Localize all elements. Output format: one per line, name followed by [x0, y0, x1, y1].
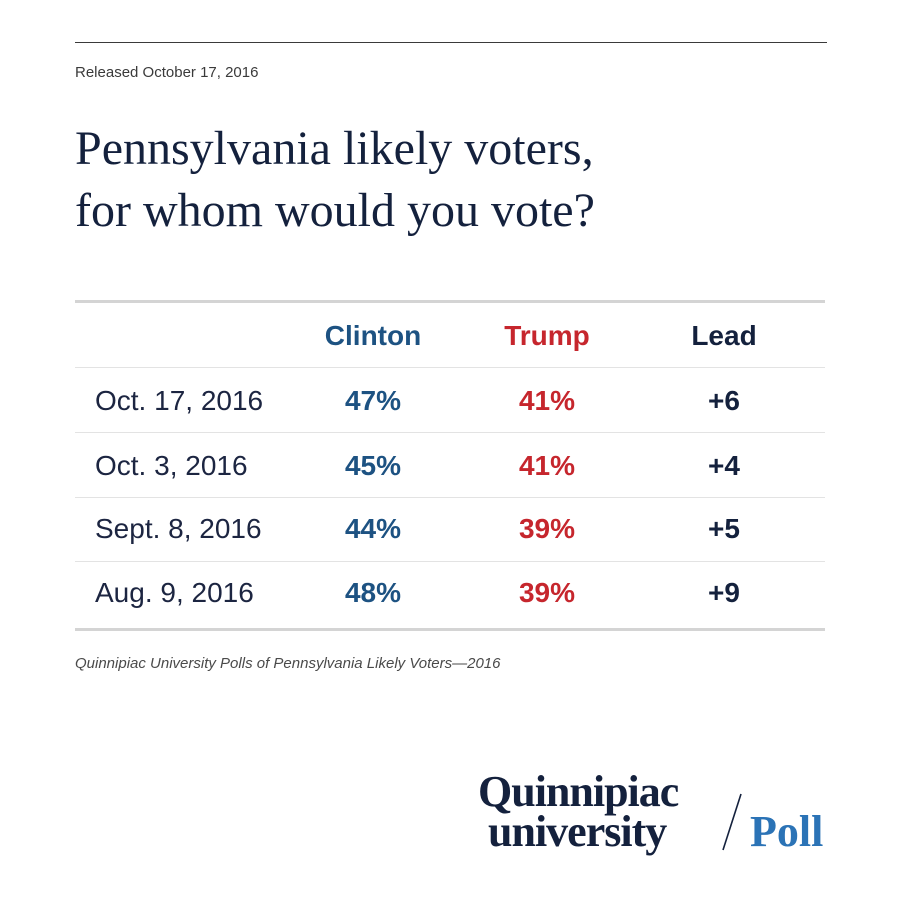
lead-value: +6 — [708, 385, 740, 416]
clinton-value: 45% — [344, 450, 402, 481]
poll-date: Oct. 3, 2016 — [95, 450, 248, 481]
row-separator — [75, 497, 825, 498]
clinton-value: 44% — [344, 513, 402, 544]
lead-value: +9 — [708, 577, 740, 608]
column-header-lead: Lead — [691, 320, 757, 351]
poll-date: Oct. 17, 2016 — [95, 385, 264, 416]
title-line-1: Pennsylvania likely voters, — [75, 122, 594, 175]
title-line-2: for whom would you vote? — [75, 184, 595, 237]
column-header-trump: Trump — [504, 320, 590, 351]
clinton-value: 47% — [344, 385, 402, 416]
row-separator — [75, 367, 825, 368]
release-date: Released October 17, 2016 — [75, 64, 259, 81]
trump-value: 39% — [518, 577, 576, 608]
row-separator — [75, 561, 825, 562]
lead-value: +4 — [708, 450, 740, 481]
table-bottom-rule — [75, 628, 825, 631]
logo-quinnipiac: Quinnipiac — [478, 767, 679, 816]
poll-date: Sept. 8, 2016 — [95, 513, 262, 544]
row-separator — [75, 432, 825, 433]
page-title: Pennsylvania likely voters, for whom wou… — [75, 118, 835, 242]
poll-date: Aug. 9, 2016 — [95, 577, 254, 608]
trump-value: 41% — [518, 450, 576, 481]
lead-value: +5 — [708, 513, 740, 544]
table-top-rule — [75, 300, 825, 303]
logo-slash-icon — [722, 793, 742, 851]
logo-poll: Poll — [750, 807, 824, 856]
source-note: Quinnipiac University Polls of Pennsylva… — [75, 655, 501, 672]
column-header-clinton: Clinton — [324, 320, 422, 351]
trump-value: 39% — [518, 513, 576, 544]
top-rule — [75, 42, 827, 43]
trump-value: 41% — [518, 385, 576, 416]
logo-university: university — [488, 807, 667, 856]
clinton-value: 48% — [344, 577, 402, 608]
